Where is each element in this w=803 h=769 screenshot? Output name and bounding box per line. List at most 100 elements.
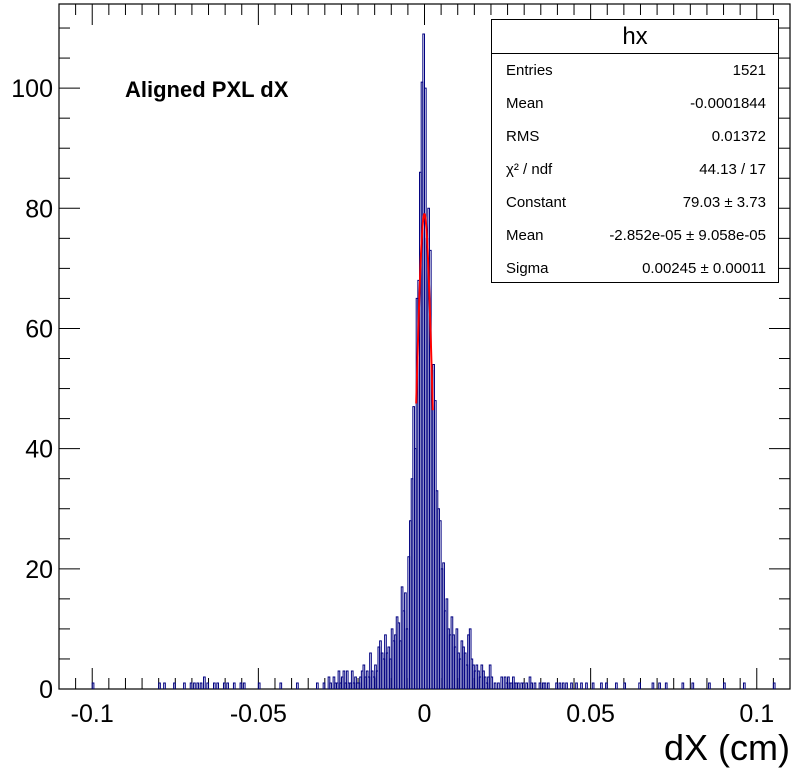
stats-row: Mean -2.852e-05 ± 9.058e-05 [506,226,766,246]
y-axis-ticks: 0 20 40 60 80 100 [11,27,790,704]
x-tick-label: 0.1 [739,700,774,728]
y-tick-label: 40 [25,436,53,464]
stats-label: Entries [506,62,553,79]
histogram-bin [546,682,550,689]
histogram-bin [226,682,229,689]
histogram-bin [213,682,216,689]
stats-value: 79.03 ± 3.73 [682,194,766,211]
stats-value: 44.13 / 17 [699,161,766,178]
histogram-bin [558,682,562,689]
histogram-bin [497,682,500,689]
stats-value: 0.00245 ± 0.00011 [642,260,766,277]
histogram-bin [279,682,283,689]
histogram-bin [216,682,219,689]
stats-row: Constant 79.03 ± 3.73 [506,193,766,213]
gaussian-fit-curve [415,213,434,411]
stats-title: hx [492,20,778,54]
histogram-bin [242,682,246,689]
histogram-bin [337,670,341,689]
stats-label: Sigma [506,260,549,277]
histogram-bin [203,676,206,689]
histogram-bin [723,682,726,689]
histogram-bin [517,682,520,689]
y-tick-label: 80 [25,195,53,223]
histogram-bin [206,682,210,689]
histogram-bin [681,682,685,689]
histogram-bin [742,682,746,689]
stats-label: Mean [506,227,544,244]
stats-value: 1521 [732,62,766,79]
histogram-bin [605,682,608,689]
x-tick-label: -0.05 [230,700,287,728]
histogram-bin [533,682,537,689]
stats-row: Sigma 0.00245 ± 0.00011 [506,259,766,279]
stats-value: 0.01372 [711,128,766,145]
histogram-bin [575,682,578,689]
x-tick-label: 0 [418,700,432,728]
stats-value: -2.852e-05 ± 9.058e-05 [609,227,766,244]
histogram-bin [345,670,349,689]
stats-label: χ² / ndf [506,161,553,178]
histogram-bin [342,670,346,689]
stats-label: Constant [506,194,567,211]
stats-row: Mean -0.0001844 [506,94,766,114]
histogram-bin [538,682,542,689]
histogram-bin [232,682,236,689]
histogram-bin [691,682,695,689]
stats-row: χ² / ndf 44.13 / 17 [506,160,766,180]
histogram-bin [651,682,655,689]
y-tick-label: 20 [25,556,53,584]
stats-value: -0.0001844 [690,95,766,112]
histogram-bin [638,682,641,689]
histogram-bin [222,682,226,689]
histogram-bin [322,682,326,689]
x-tick-label: -0.1 [71,700,114,728]
histogram-bin [555,682,558,689]
histogram-bin [163,682,166,689]
y-tick-label: 60 [25,315,53,343]
histogram-bin [565,682,568,689]
stats-box: hx Entries 1521 Mean -0.0001844 RMS 0.01372 χ²… [491,19,779,283]
stats-label: RMS [506,128,540,145]
histogram-bin [239,682,243,689]
histogram-bin [189,682,193,689]
chart-title: Aligned PXL dX [125,77,289,102]
stats-label: Mean [506,95,544,112]
histogram-bin [623,682,627,689]
histogram-bin [196,682,200,689]
histogram-bin [561,682,565,689]
histogram-bin [580,682,583,689]
y-tick-label: 100 [11,75,53,103]
histogram-bin [525,682,529,689]
histogram-bin [158,682,161,689]
histogram-bin [183,682,186,689]
histogram-bin [316,682,319,689]
histogram-bin [522,682,525,689]
histogram-bin [708,682,711,689]
histogram-bin [490,676,494,689]
histogram-bin [91,682,95,689]
histogram-bin [664,682,668,689]
histogram-bin [570,682,573,689]
histogram-bin [296,682,299,689]
histogram-bin [329,682,332,689]
histogram-bin [350,670,354,689]
histogram-bin [615,682,618,689]
histogram-bin [257,682,261,689]
histogram-bin [585,682,588,689]
histogram-bin [530,682,533,689]
histogram-bin [500,676,504,689]
stats-row: Entries 1521 [506,61,766,81]
histogram-bin [493,682,497,689]
histogram-bin [543,682,547,689]
stats-row: RMS 0.01372 [506,127,766,147]
histogram-bin [600,682,603,689]
x-tick-label: 0.05 [566,700,615,728]
histogram-series [91,33,776,689]
histogram-bin [591,682,595,689]
histogram-bin [772,682,776,689]
x-axis-label: dX (cm) [664,727,790,768]
histogram-bin [193,682,196,689]
histogram-bin [173,682,176,689]
histogram-bin [658,682,661,689]
